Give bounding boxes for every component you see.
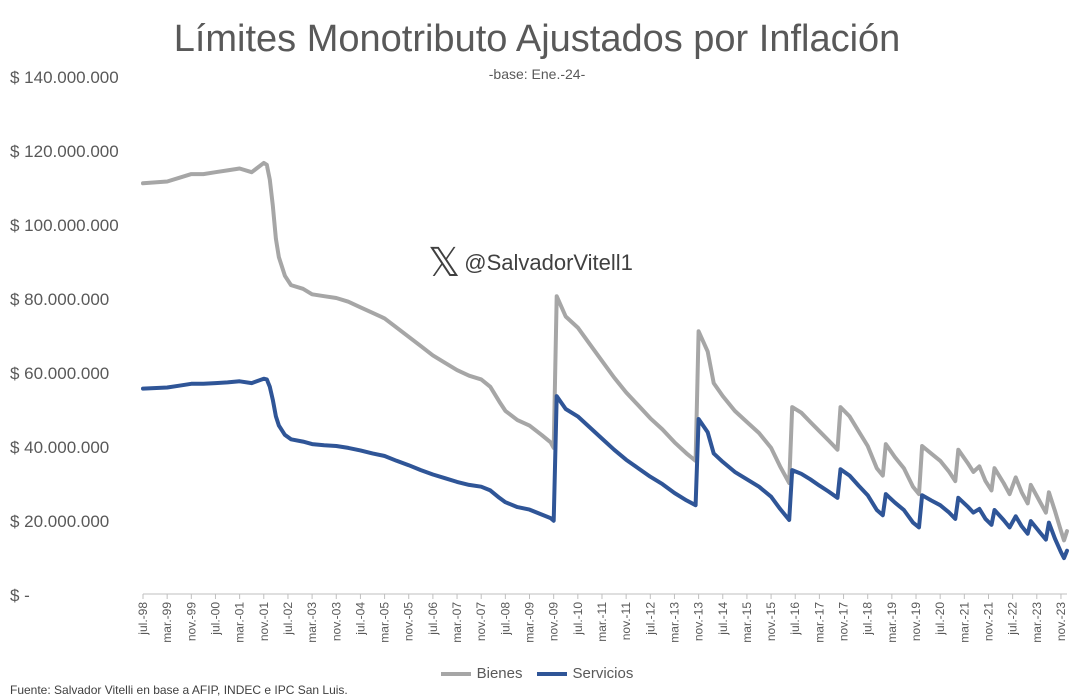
x-tick-label: nov.-19 [909, 602, 923, 641]
watermark: 𝕏 @SalvadorVitell1 [428, 243, 633, 283]
source-note: Fuente: Salvador Vitelli en base a AFIP,… [10, 683, 348, 697]
x-tick-label: mar.-17 [812, 602, 826, 643]
x-tick-label: jul.-12 [643, 602, 657, 636]
x-tick-label: nov.-01 [257, 602, 271, 641]
x-axis-ticks: jul.-98 mar.-99 nov.-99 jul.-00 mar.-01 nov.-… [136, 594, 1068, 643]
y-tick-label: $ 80.000.000 [10, 290, 109, 309]
x-tick-label: mar.-15 [740, 602, 754, 643]
x-tick-label: mar.-23 [1030, 602, 1044, 643]
y-tick-label: $ 100.000.000 [10, 216, 119, 235]
x-tick-label: jul.-06 [426, 602, 440, 636]
x-tick-label: jul.-98 [136, 602, 150, 636]
legend-label-bienes: Bienes [476, 665, 523, 682]
x-tick-label: mar.-19 [885, 602, 899, 643]
x-tick-label: mar.-99 [160, 602, 174, 643]
x-tick-label: nov.-17 [837, 602, 851, 641]
legend-item-bienes: Bienes [440, 665, 523, 682]
x-tick-label: nov.-03 [329, 602, 343, 641]
x-tick-label: mar.-09 [523, 602, 537, 643]
x-tick-label: mar.-03 [305, 602, 319, 643]
x-tick-label: nov.-15 [764, 602, 778, 641]
y-tick-label: $ - [10, 586, 30, 605]
x-tick-label: mar.-11 [595, 602, 609, 642]
x-tick-label: nov.-07 [474, 602, 488, 641]
x-tick-label: nov.-99 [184, 602, 198, 641]
x-tick-label: jul.-10 [571, 602, 585, 636]
chart-subtitle: -base: Ene.-24- [488, 66, 586, 82]
y-tick-label: $ 20.000.000 [10, 512, 109, 531]
x-tick-label: nov.-21 [981, 602, 995, 641]
x-tick-label: mar.-13 [667, 602, 681, 643]
x-tick-label: jul.-14 [716, 602, 730, 636]
x-tick-label: jul.-20 [933, 602, 947, 636]
legend: Bienes Servicios [0, 665, 1074, 682]
series-line-servicios [141, 376, 1069, 561]
x-tick-label: jul.-02 [281, 602, 295, 636]
y-tick-label: $ 40.000.000 [10, 438, 109, 457]
series-line-bienes [141, 160, 1069, 543]
x-tick-label: jul.-04 [353, 602, 367, 636]
y-tick-label: $ 120.000.000 [10, 142, 119, 161]
x-tick-label: mar.-21 [957, 602, 971, 643]
watermark-handle: @SalvadorVitell1 [464, 250, 633, 275]
x-tick-label: mar.-01 [233, 602, 247, 643]
x-logo-icon: 𝕏 [428, 241, 461, 285]
x-tick-label: nov.-11 [619, 602, 633, 641]
x-tick-label: jul.-18 [861, 602, 875, 636]
legend-item-servicios: Servicios [536, 665, 634, 682]
x-tick-label: jul.-22 [1006, 602, 1020, 636]
x-tick-label: jul.-00 [208, 602, 222, 636]
legend-label-servicios: Servicios [572, 665, 634, 682]
chart-title: Límites Monotributo Ajustados por Inflac… [173, 18, 901, 60]
x-tick-label: jul.-16 [788, 602, 802, 636]
x-tick-label: nov.-23 [1054, 602, 1068, 641]
y-tick-label: $ 60.000.000 [10, 364, 109, 383]
x-tick-label: mar.-05 [378, 602, 392, 643]
y-tick-label: $ 140.000.000 [10, 68, 119, 87]
legend-swatch-bienes [440, 671, 471, 676]
x-tick-label: nov.-13 [692, 602, 706, 641]
legend-swatch-servicios [536, 671, 567, 676]
x-tick-label: nov.-09 [547, 602, 561, 641]
y-axis-ticks: $ - $ 20.000.000 $ 40.000.000 $ 60.000.000 $… [10, 68, 119, 605]
x-tick-label: mar.-07 [450, 602, 464, 643]
x-tick-label: jul.-08 [498, 602, 512, 636]
x-tick-label: nov.-05 [402, 602, 416, 641]
series-lines [141, 160, 1069, 561]
